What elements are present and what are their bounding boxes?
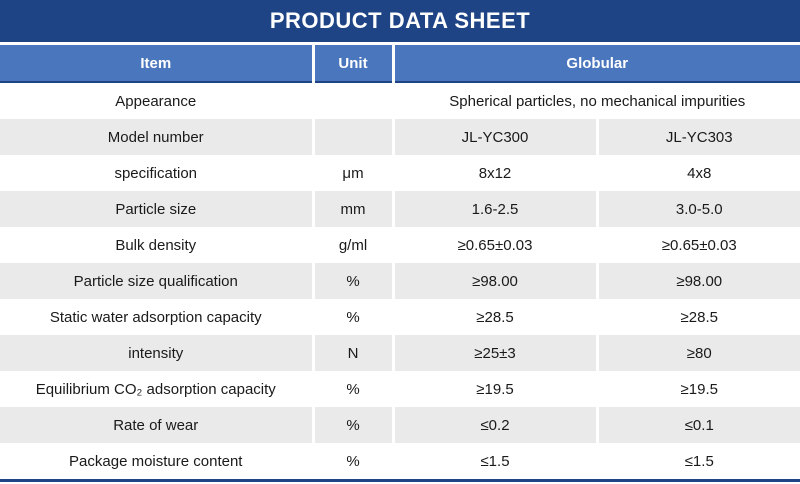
- value-cell-1: ≥19.5: [391, 371, 599, 407]
- unit-cell: [311, 82, 395, 119]
- value-cell-1: ≤0.2: [391, 407, 599, 443]
- table-row: Static water adsorption capacity % ≥28.5…: [0, 299, 800, 335]
- table-header-row: Item Unit Globular: [0, 45, 800, 83]
- table-row: specification μm 8x12 4x8: [0, 155, 800, 191]
- value-cell-2: ≥19.5: [595, 371, 800, 407]
- table-row: Model number JL-YC300 JL-YC303: [0, 119, 800, 155]
- item-cell: Appearance: [0, 82, 315, 119]
- unit-cell: %: [311, 443, 395, 482]
- value-cell-2: ≤1.5: [595, 443, 800, 482]
- page-title: PRODUCT DATA SHEET: [269, 8, 531, 33]
- unit-cell: %: [311, 407, 395, 443]
- header-globular: Globular: [391, 45, 800, 83]
- item-cell: Particle size: [0, 191, 315, 227]
- value-cell-1: 8x12: [391, 155, 599, 191]
- value-cell-1: ≥28.5: [391, 299, 599, 335]
- unit-cell: N: [311, 335, 395, 371]
- header-unit: Unit: [311, 45, 395, 83]
- item-cell: specification: [0, 155, 315, 191]
- value-cell-2: 3.0-5.0: [595, 191, 800, 227]
- value-cell-1: ≥98.00: [391, 263, 599, 299]
- item-cell: Package moisture content: [0, 443, 315, 482]
- unit-cell: mm: [311, 191, 395, 227]
- table-row: Bulk density g/ml ≥0.65±0.03 ≥0.65±0.03: [0, 227, 800, 263]
- value-cell-2: ≥28.5: [595, 299, 800, 335]
- value-cell-1: ≤1.5: [391, 443, 599, 482]
- value-cell-2: ≥98.00: [595, 263, 800, 299]
- table-row: Rate of wear % ≤0.2 ≤0.1: [0, 407, 800, 443]
- header-item: Item: [0, 45, 315, 83]
- value-cell-1: JL-YC300: [391, 119, 599, 155]
- value-cell-1: ≥25±3: [391, 335, 599, 371]
- item-cell: Bulk density: [0, 227, 315, 263]
- table-row: Appearance Spherical particles, no mecha…: [0, 82, 800, 119]
- table-row: intensity N ≥25±3 ≥80: [0, 335, 800, 371]
- merged-value-cell: Spherical particles, no mechanical impur…: [391, 82, 800, 119]
- table-row: Particle size mm 1.6-2.5 3.0-5.0: [0, 191, 800, 227]
- item-cell: intensity: [0, 335, 315, 371]
- value-cell-2: 4x8: [595, 155, 800, 191]
- item-cell: Particle size qualification: [0, 263, 315, 299]
- spec-table: Item Unit Globular Appearance Spherical …: [0, 45, 800, 482]
- title-bar: PRODUCT DATA SHEET: [0, 0, 800, 42]
- unit-cell: %: [311, 299, 395, 335]
- unit-cell: %: [311, 263, 395, 299]
- value-cell-1: 1.6-2.5: [391, 191, 599, 227]
- unit-cell: %: [311, 371, 395, 407]
- value-cell-2: ≥80: [595, 335, 800, 371]
- unit-cell: μm: [311, 155, 395, 191]
- item-cell: Static water adsorption capacity: [0, 299, 315, 335]
- value-cell-1: ≥0.65±0.03: [391, 227, 599, 263]
- value-cell-2: ≤0.1: [595, 407, 800, 443]
- table-row: Equilibrium CO₂ adsorption capacity % ≥1…: [0, 371, 800, 407]
- value-cell-2: ≥0.65±0.03: [595, 227, 800, 263]
- value-cell-2: JL-YC303: [595, 119, 800, 155]
- table-row: Particle size qualification % ≥98.00 ≥98…: [0, 263, 800, 299]
- item-cell: Equilibrium CO₂ adsorption capacity: [0, 371, 315, 407]
- item-cell: Rate of wear: [0, 407, 315, 443]
- unit-cell: [311, 119, 395, 155]
- unit-cell: g/ml: [311, 227, 395, 263]
- table-row: Package moisture content % ≤1.5 ≤1.5: [0, 443, 800, 482]
- item-cell: Model number: [0, 119, 315, 155]
